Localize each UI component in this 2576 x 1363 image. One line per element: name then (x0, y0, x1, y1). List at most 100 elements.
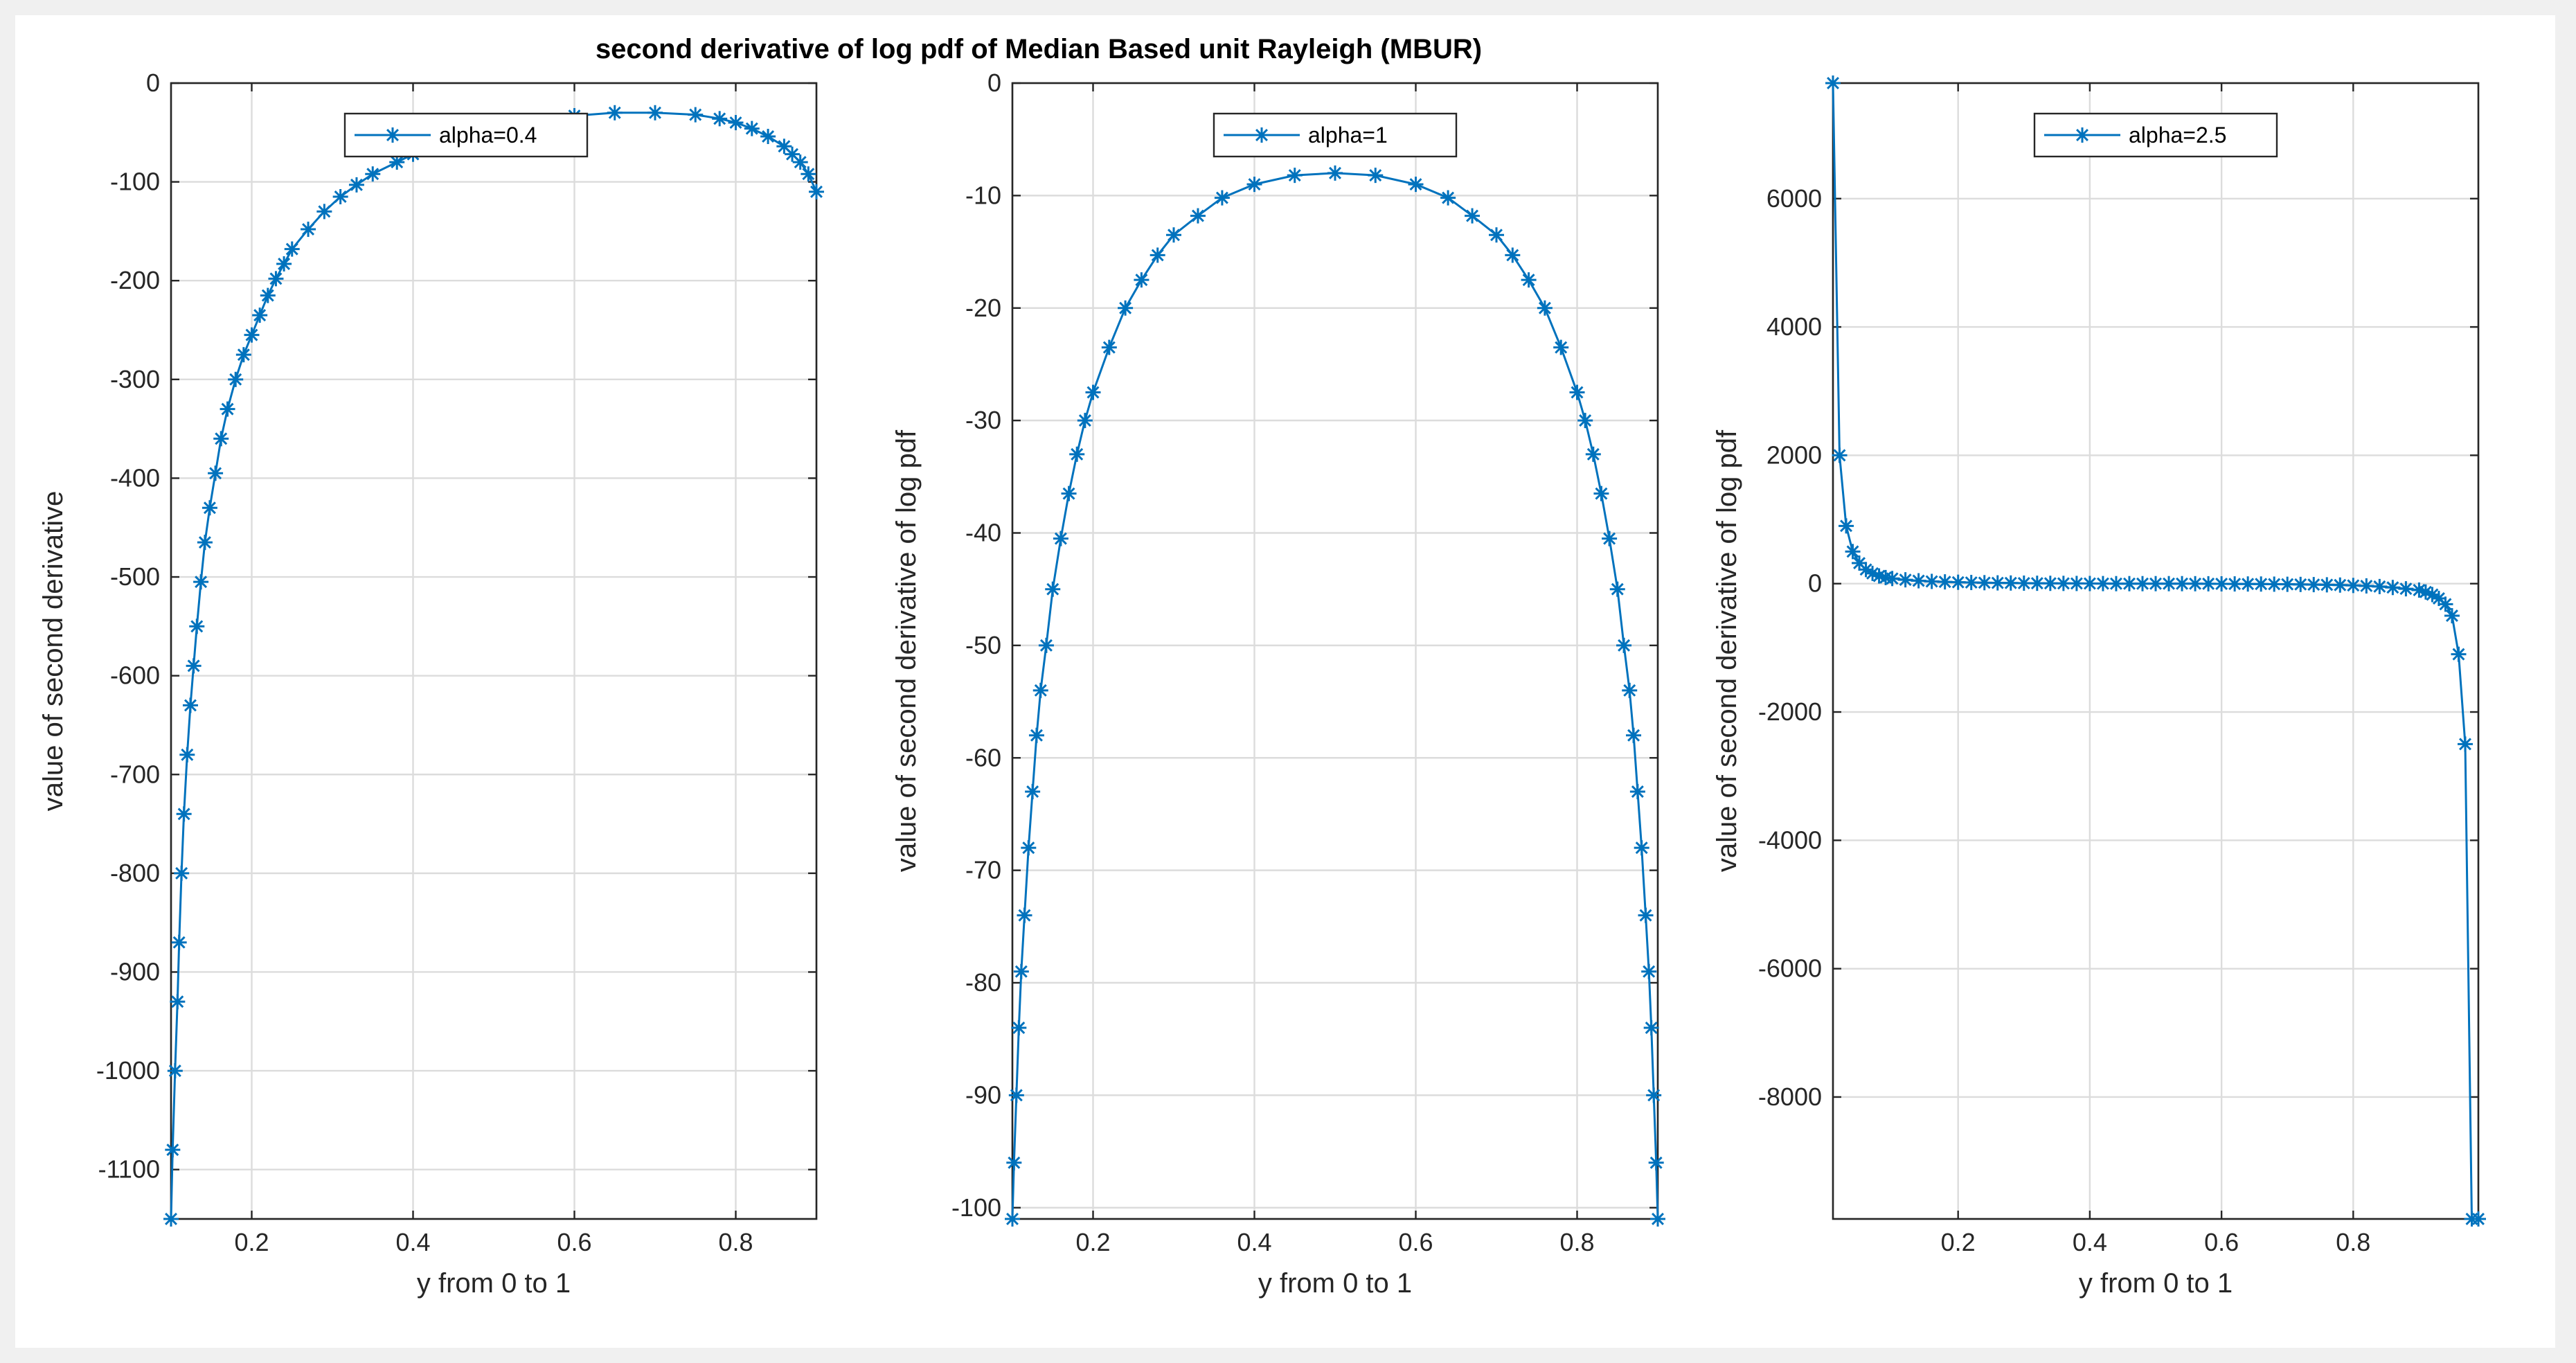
data-point (2016, 575, 2032, 591)
data-point (1085, 384, 1101, 400)
data-point (189, 618, 205, 634)
data-point (1989, 575, 2005, 591)
data-point-stroke-d2 (175, 866, 188, 880)
data-point-stroke-d2 (2228, 578, 2242, 591)
data-point-stroke-d2 (1102, 341, 1116, 354)
data-point (1505, 247, 1521, 263)
data-point (348, 177, 364, 193)
data-point (1045, 581, 1061, 597)
data-point (1553, 339, 1569, 355)
data-point-stroke-d2 (802, 168, 815, 181)
x-tick-label: 0.8 (718, 1228, 753, 1256)
data-point-stroke-d2 (1046, 582, 1059, 596)
y-tick-label: -2000 (1758, 697, 1822, 726)
data-point (1622, 682, 1638, 698)
data-point-stroke-d2 (1329, 166, 1341, 179)
data-point (2055, 576, 2071, 591)
data-point (220, 401, 235, 417)
data-point-stroke-d2 (2096, 577, 2109, 590)
data-point (176, 806, 192, 822)
data-point (1569, 384, 1585, 400)
data-point-stroke-d2 (1951, 576, 1965, 589)
data-point (1028, 727, 1044, 743)
data-point (1214, 190, 1230, 206)
data-point-stroke-d2 (2109, 577, 2122, 590)
data-point-stroke-d2 (1635, 841, 1648, 855)
data-point-stroke-d2 (1643, 965, 1656, 978)
y-tick-label: -60 (965, 743, 1001, 772)
x-tick-label: 0.2 (1941, 1228, 1976, 1256)
data-point-stroke-d2 (1522, 274, 1535, 287)
data-point-stroke-d2 (2334, 578, 2347, 591)
data-point (2444, 608, 2460, 624)
data-point (1937, 574, 1953, 590)
data-point-stroke-d2 (2202, 577, 2215, 590)
data-point-stroke-d2 (2122, 577, 2136, 590)
data-point-stroke-d2 (1191, 209, 1204, 222)
y-tick-label: -800 (110, 859, 160, 887)
figure-title: second derivative of log pdf of Median B… (596, 34, 1482, 64)
data-point-stroke-d2 (215, 432, 228, 445)
x-tick-label: 0.6 (1398, 1228, 1433, 1256)
x-tick-label: 0.8 (1559, 1228, 1594, 1256)
legend-label: alpha=2.5 (2129, 123, 2226, 148)
data-point-stroke-d2 (2399, 582, 2413, 596)
data-point-stroke-d2 (1645, 1021, 1658, 1034)
y-tick-label: 0 (1808, 569, 1822, 598)
data-point-stroke-d2 (2320, 578, 2334, 591)
data-point (167, 1063, 183, 1079)
data-point-stroke-d2 (2043, 577, 2057, 590)
data-point-stroke-d2 (229, 373, 242, 386)
data-point (2451, 646, 2467, 662)
data-point (1038, 637, 1054, 653)
data-point (2042, 576, 2058, 591)
data-point (607, 105, 623, 121)
data-point-stroke-d2 (1538, 301, 1551, 314)
y-tick-label: -400 (110, 463, 160, 492)
data-point (1609, 581, 1625, 597)
data-point (800, 166, 816, 182)
data-point-stroke-d2 (2458, 738, 2471, 751)
data-point (1077, 413, 1093, 429)
data-point-stroke-d2 (1827, 77, 1839, 89)
data-point (1924, 573, 1940, 589)
data-point (2438, 596, 2453, 612)
data-point (1021, 840, 1037, 856)
data-point-stroke-d2 (2413, 583, 2426, 596)
data-point (1537, 300, 1553, 316)
data-point (385, 127, 400, 143)
data-point-stroke-d2 (1086, 386, 1100, 399)
data-point-stroke-d2 (2083, 577, 2096, 590)
data-point (2188, 576, 2203, 591)
data-point-stroke-d2 (2347, 579, 2360, 592)
data-point (174, 865, 190, 881)
x-tick-label: 0.6 (2204, 1228, 2239, 1256)
legend: alpha=2.5 (2033, 112, 2278, 158)
y-tick-label: -100 (951, 1193, 1001, 1222)
data-point (792, 154, 808, 170)
data-point (1246, 177, 1262, 193)
data-point (163, 1211, 179, 1227)
y-tick-label: -20 (965, 294, 1001, 322)
data-point-stroke-d2 (318, 205, 331, 218)
data-point-stroke-d2 (1369, 169, 1382, 182)
data-point (1025, 783, 1041, 799)
y-tick-label: -1100 (98, 1155, 160, 1184)
data-point-stroke-d2 (2149, 577, 2162, 590)
subplot-1: 0.2 0.4 0.6 0.8 0 -100 -200 -300 -400 -500 -600 -70… (38, 69, 824, 1299)
data-point-stroke-d2 (762, 130, 775, 143)
data-point-stroke-d2 (245, 328, 258, 341)
y-tick-label: -100 (110, 168, 160, 196)
data-point-stroke-d2 (1579, 414, 1592, 427)
data-point-stroke-d2 (1652, 1213, 1664, 1225)
data-point (332, 189, 348, 204)
data-point (1585, 446, 1601, 462)
data-point (2148, 576, 2163, 591)
data-point (776, 139, 792, 154)
data-point (2240, 576, 2256, 592)
data-point-stroke-d2 (1991, 576, 2004, 589)
data-point-stroke-d2 (713, 112, 726, 125)
data-point (1865, 565, 1881, 581)
data-point-stroke-d2 (745, 122, 758, 135)
